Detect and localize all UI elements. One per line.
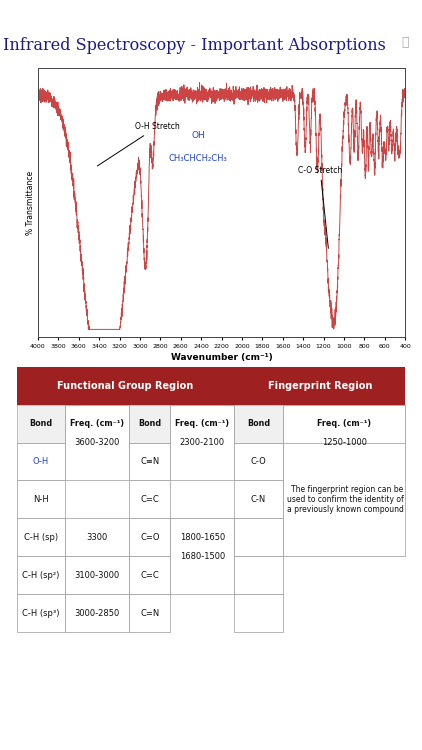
Bar <box>16 556 65 594</box>
Y-axis label: % Transmittance: % Transmittance <box>26 170 35 235</box>
Text: C-H (sp³): C-H (sp³) <box>22 609 60 618</box>
Bar <box>16 442 65 481</box>
Text: Bond: Bond <box>30 419 52 428</box>
Bar <box>65 404 130 481</box>
Text: 1800-1650: 1800-1650 <box>180 532 225 542</box>
Bar <box>130 518 170 556</box>
Text: O-H: O-H <box>33 457 49 466</box>
Text: Fingerprint Region: Fingerprint Region <box>268 380 372 391</box>
Text: C≡N: C≡N <box>140 457 160 466</box>
Text: OH: OH <box>191 131 205 140</box>
Bar <box>65 594 130 632</box>
Text: Functional Group Region: Functional Group Region <box>57 380 194 391</box>
Bar <box>65 518 130 556</box>
Bar <box>234 481 283 518</box>
Text: 3300: 3300 <box>87 532 108 542</box>
Bar <box>16 367 234 404</box>
Bar <box>130 442 170 481</box>
Bar <box>234 404 283 442</box>
Bar <box>234 594 283 632</box>
Text: 3100-3000: 3100-3000 <box>75 571 120 580</box>
Text: 3600-3200: 3600-3200 <box>75 438 120 447</box>
Text: C-H (sp): C-H (sp) <box>24 532 58 542</box>
Bar <box>16 481 65 518</box>
Text: O-H Stretch: O-H Stretch <box>97 122 180 166</box>
Bar <box>16 404 65 442</box>
Bar <box>170 404 234 442</box>
X-axis label: Wavenumber (cm⁻¹): Wavenumber (cm⁻¹) <box>170 353 273 362</box>
Bar <box>283 442 406 556</box>
Text: 1680-1500: 1680-1500 <box>180 552 225 561</box>
Text: N-H: N-H <box>33 495 49 504</box>
Bar <box>170 518 234 594</box>
Text: Freq. (cm⁻¹): Freq. (cm⁻¹) <box>70 419 124 428</box>
Text: C=C: C=C <box>141 571 159 580</box>
Bar <box>170 404 234 481</box>
Bar <box>170 518 234 556</box>
Text: C-H (sp²): C-H (sp²) <box>22 571 60 580</box>
Text: ⓘ: ⓘ <box>401 35 409 49</box>
Bar <box>234 518 283 556</box>
Text: C-O Stretch: C-O Stretch <box>298 166 342 248</box>
Text: The fingerprint region can be
used to confirm the identity of
a previously known: The fingerprint region can be used to co… <box>287 484 403 514</box>
Text: Bond: Bond <box>138 419 161 428</box>
Text: Bond: Bond <box>247 419 270 428</box>
Text: C=O: C=O <box>140 532 160 542</box>
Text: C-O: C-O <box>251 457 267 466</box>
Text: 3000-2850: 3000-2850 <box>75 609 120 618</box>
Bar <box>16 594 65 632</box>
Text: C-N: C-N <box>251 495 266 504</box>
Text: C=N: C=N <box>140 609 160 618</box>
Bar <box>234 556 283 594</box>
Bar <box>283 404 406 442</box>
Bar <box>130 594 170 632</box>
Bar <box>130 404 170 442</box>
Text: Infrared Spectroscopy - Important Absorptions: Infrared Spectroscopy - Important Absorp… <box>3 37 386 53</box>
Text: CH₃CHCH₂CH₃: CH₃CHCH₂CH₃ <box>169 154 227 163</box>
Bar <box>130 556 170 594</box>
Bar <box>65 556 130 594</box>
Text: Freq. (cm⁻¹): Freq. (cm⁻¹) <box>317 419 371 428</box>
Bar <box>283 404 406 481</box>
Text: 2300-2100: 2300-2100 <box>180 438 225 447</box>
Bar <box>234 442 283 481</box>
Text: Freq. (cm⁻¹): Freq. (cm⁻¹) <box>175 419 229 428</box>
Bar <box>65 404 130 442</box>
Text: 1250-1000: 1250-1000 <box>322 438 367 447</box>
Text: C=C: C=C <box>141 495 159 504</box>
Bar <box>130 481 170 518</box>
Bar <box>234 367 406 404</box>
Bar <box>16 518 65 556</box>
